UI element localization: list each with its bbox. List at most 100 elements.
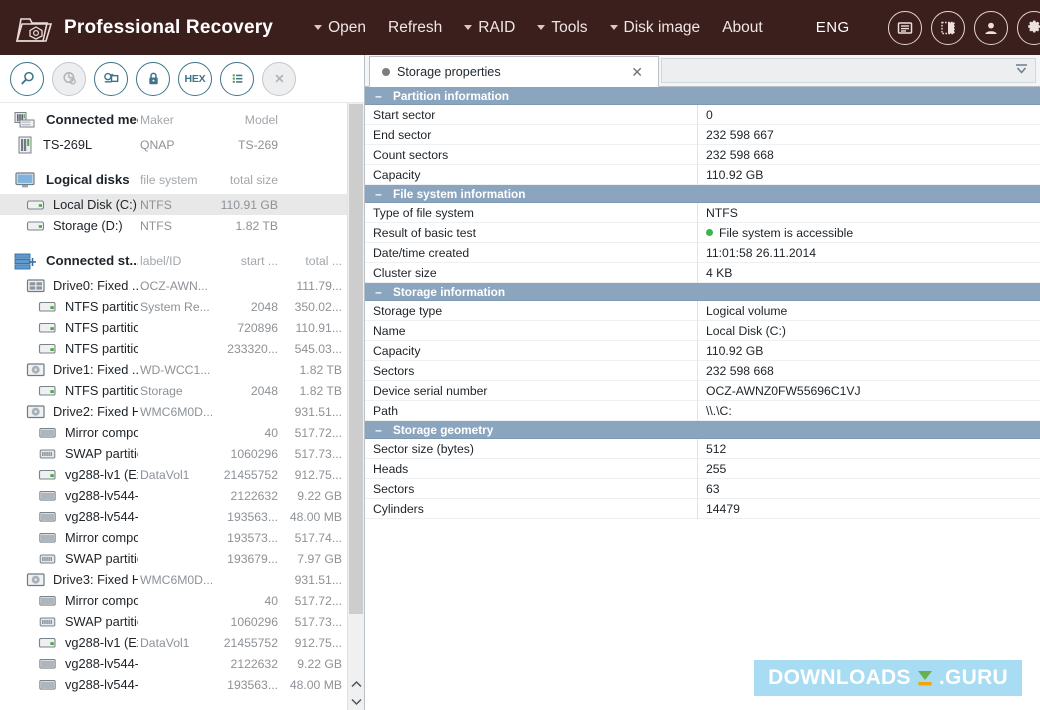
property-row[interactable]: Type of file system NTFS	[365, 202, 1040, 223]
tree-item[interactable]: NTFS partitionSystem Re... 2048 350.02...	[0, 296, 364, 317]
language-selector[interactable]: ENG	[815, 19, 850, 36]
property-row[interactable]: Heads 255	[365, 458, 1040, 479]
tree-item[interactable]: Mirror compon... 40 517.72...	[0, 422, 364, 443]
tab-storage-properties[interactable]: Storage properties ✕	[369, 56, 659, 87]
tree-item[interactable]: Storage (D:) NTFS 1.82 TB	[0, 215, 364, 236]
drive-hdd-icon	[26, 572, 46, 588]
property-row[interactable]: Date/time created 11:01:58 26.11.2014	[365, 242, 1040, 263]
tree-item-value: 40	[264, 425, 278, 440]
tree-item-value: 110.91 GB	[220, 197, 278, 212]
property-row[interactable]: Storage type Logical volume	[365, 300, 1040, 321]
chevron-down-double-icon[interactable]	[1014, 62, 1029, 80]
scroll-up-icon[interactable]	[348, 676, 364, 693]
tree-item[interactable]: NTFS partition 720896 110.91...	[0, 317, 364, 338]
tree-item[interactable]: Mirror compon... 40 517.72...	[0, 590, 364, 611]
property-value: 4 KB	[706, 265, 733, 280]
messages-icon[interactable]	[887, 10, 922, 45]
device-tree[interactable]: Connected mediaMakerModelTS-269LQNAPTS-2…	[0, 103, 364, 710]
panel-layout-icon[interactable]	[930, 10, 965, 45]
raid-member-icon	[38, 594, 58, 608]
tree-group-connected-storages[interactable]: Connected st... label/ID start ... total ..…	[0, 246, 364, 275]
tree-group-connected-media[interactable]: Connected mediaMaker Model	[0, 105, 364, 134]
tree-item[interactable]: SWAP partition 193679... 7.97 GB	[0, 548, 364, 569]
menu-item-open[interactable]: Open	[303, 13, 377, 43]
disk-copy-icon[interactable]	[94, 61, 128, 96]
tab-close-icon[interactable]: ✕	[631, 63, 643, 80]
find-search-icon[interactable]	[10, 61, 44, 96]
property-value: Logical volume	[706, 303, 788, 318]
header-icon-buttons	[887, 10, 1040, 45]
tree-item-label: Storage (D:)	[53, 218, 123, 233]
tree-item[interactable]: NTFS partitionStorage 2048 1.82 TB	[0, 380, 364, 401]
partition-icon	[38, 342, 58, 356]
property-value: \\.\C:	[706, 403, 732, 418]
drive-hdd-icon	[26, 404, 46, 420]
property-section-header-partition-information[interactable]: – Partition information	[365, 87, 1040, 105]
property-row[interactable]: Path \\.\C:	[365, 400, 1040, 421]
tree-item[interactable]: vg288-lv544-s... 2122632 9.22 GB	[0, 653, 364, 674]
menu-item-raid[interactable]: RAID	[453, 13, 526, 43]
tree-item[interactable]: vg288-lv1 (Ex...DataVol1 21455752 912.75..…	[0, 632, 364, 653]
user-account-icon[interactable]	[973, 10, 1008, 45]
properties-list: – Partition information Start sector 0 End s…	[365, 87, 1040, 710]
sidebar-scrollbar[interactable]	[347, 103, 364, 710]
scrollbar-thumb[interactable]	[349, 104, 363, 614]
tree-item[interactable]: Local Disk (C:) NTFS 110.91 GB	[0, 194, 364, 215]
tree-item[interactable]: Mirror compon... 193573... 517.74...	[0, 527, 364, 548]
tree-group-logical-disks[interactable]: Logical disks file system total size	[0, 165, 364, 194]
property-row[interactable]: End sector 232 598 667	[365, 124, 1040, 145]
property-key: Date/time created	[365, 242, 698, 263]
property-row[interactable]: Start sector 0	[365, 104, 1040, 125]
tree-item[interactable]: NTFS partition 233320... 545.03...	[0, 338, 364, 359]
menu-item-disk-image[interactable]: Disk image	[599, 13, 712, 43]
property-section-header-storage-geometry[interactable]: – Storage geometry	[365, 421, 1040, 439]
property-row[interactable]: Name Local Disk (C:)	[365, 320, 1040, 341]
property-row[interactable]: Count sectors 232 598 668	[365, 144, 1040, 165]
tree-item[interactable]: vg288-lv1 (Ex...DataVol1 21455752 912.75..…	[0, 464, 364, 485]
tree-item[interactable]: Drive2: Fixed H...WMC6M0D... 931.51...	[0, 401, 364, 422]
menu-item-tools[interactable]: Tools	[526, 13, 598, 43]
property-row[interactable]: Capacity 110.92 GB	[365, 340, 1040, 361]
property-section-header-storage-information[interactable]: – Storage information	[365, 283, 1040, 301]
menu-item-refresh[interactable]: Refresh	[377, 13, 453, 43]
tree-item-value: 2122632	[230, 656, 278, 671]
tree-item[interactable]: SWAP partition 1060296 517.73...	[0, 443, 364, 464]
menu-item-about[interactable]: About	[711, 13, 774, 43]
tree-item-value: WMC6M0D...	[140, 572, 214, 587]
collapse-minus-icon[interactable]: –	[375, 186, 382, 201]
property-row[interactable]: Sectors 232 598 668	[365, 360, 1040, 381]
tree-item[interactable]: vg288-lv544-s... 2122632 9.22 GB	[0, 485, 364, 506]
collapse-minus-icon[interactable]: –	[375, 88, 382, 103]
chevron-down-icon	[314, 25, 323, 30]
property-row[interactable]: Cylinders 14479	[365, 498, 1040, 519]
property-row[interactable]: Device serial number OCZ-AWNZ0FW55696C1VJ	[365, 380, 1040, 401]
tree-item[interactable]: Drive3: Fixed H...WMC6M0D... 931.51...	[0, 569, 364, 590]
collapse-minus-icon[interactable]: –	[375, 422, 382, 437]
tree-item[interactable]: Drive1: Fixed ... WD-WCC1... 1.82 TB	[0, 359, 364, 380]
collapse-minus-icon[interactable]: –	[375, 284, 382, 299]
property-row[interactable]: Sectors 63	[365, 478, 1040, 499]
tree-item-label: vg288-lv544-s...	[65, 509, 138, 524]
tree-item[interactable]: SWAP partition 1060296 517.73...	[0, 611, 364, 632]
tree-item[interactable]: Drive0: Fixed ... OCZ-AWN... 111.79...	[0, 275, 364, 296]
tree-item-label: SWAP partition	[65, 614, 138, 629]
property-row[interactable]: Cluster size 4 KB	[365, 262, 1040, 283]
property-row[interactable]: Capacity 110.92 GB	[365, 164, 1040, 185]
scroll-down-icon[interactable]	[348, 693, 364, 710]
tree-item[interactable]: vg288-lv544-s... 193563... 48.00 MB	[0, 506, 364, 527]
settings-gear-icon[interactable]	[1016, 10, 1040, 45]
tree-item[interactable]: TS-269L QNAP TS-269	[0, 134, 364, 155]
property-row[interactable]: Sector size (bytes) 512	[365, 438, 1040, 459]
tree-item[interactable]: vg288-lv544-s... 193563... 48.00 MB	[0, 674, 364, 695]
property-row[interactable]: Result of basic test File system is acces…	[365, 222, 1040, 243]
tree-item-label: vg288-lv544-s...	[65, 656, 138, 671]
tree-item-value: 517.73...	[294, 446, 342, 461]
tree-item-value: DataVol1	[140, 635, 190, 650]
list-view-icon[interactable]	[220, 61, 254, 96]
tree-column-header: Maker	[140, 112, 174, 127]
hex-viewer-icon[interactable]: HEX	[178, 61, 212, 96]
property-section-header-file-system-information[interactable]: – File system information	[365, 185, 1040, 203]
tree-item-value: 2048	[250, 299, 278, 314]
tree-item-label: Drive2: Fixed H...	[53, 404, 138, 419]
lock-icon[interactable]	[136, 61, 170, 96]
